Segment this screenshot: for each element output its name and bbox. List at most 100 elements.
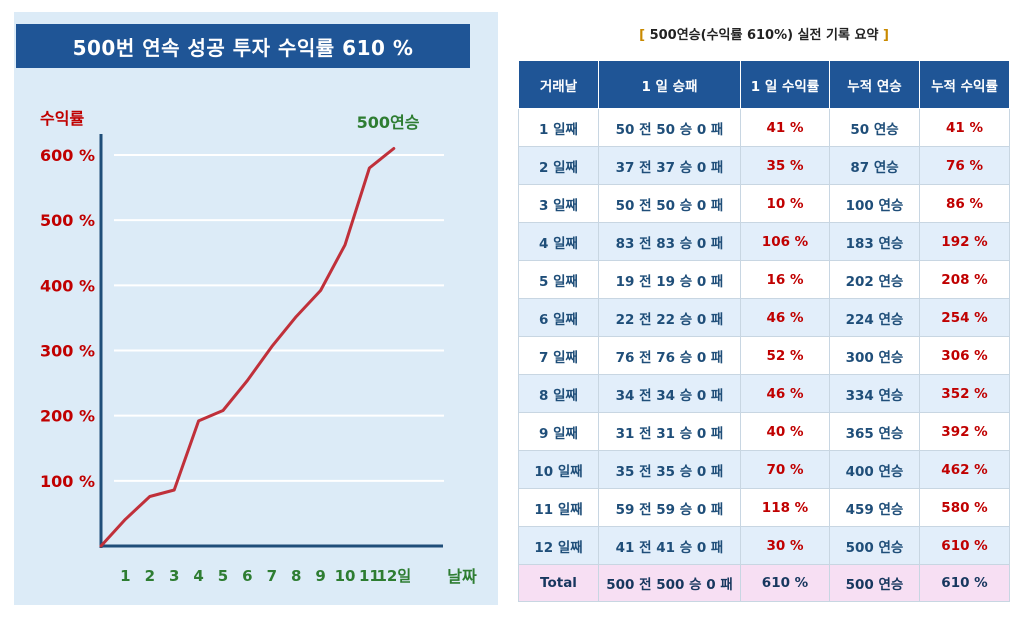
row-cumulative-return: 208 % [919,260,1010,299]
table-total-row: Total 500 전 500 승 0 패 610 % 500 연승 610 % [518,564,1010,602]
row-record: 35 전 35 승 0 패 [598,450,741,489]
x-tick-label: 5 [218,567,228,585]
line-chart: 100 %200 %300 %400 %500 %600 %1 2 3 4 5 6 7 8 9 1… [40,109,477,586]
x-tick-label: 10 [335,567,356,585]
row-streak: 459 연승 [829,488,920,527]
x-tick-label: 11 [359,567,380,585]
row-cumulative-return: 254 % [919,298,1010,337]
row-record: 22 전 22 승 0 패 [598,298,741,337]
row-daily-return: 30 % [740,526,830,565]
table-row: 9 일째 31 전 31 승 0 패 40 % 365 연승 392 % [518,412,1010,451]
caption-text: 500연승(수익률 610%) 실전 기록 요약 [649,28,879,43]
caption-close-bracket: ] [882,28,889,43]
row-cumulative-return: 41 % [919,108,1010,147]
record-table: 거래날 1 일 승패 1 일 수익률 누적 연승 누적 수익률 1 일째 50 전… [518,60,1010,602]
row-streak: 224 연승 [829,298,920,337]
row-record: 41 전 41 승 0 패 [598,526,741,565]
row-streak: 183 연승 [829,222,920,261]
x-tick-label: 4 [193,567,203,585]
x-axis-label: 날짜 [447,567,477,586]
row-cumulative-return: 192 % [919,222,1010,261]
table-row: 4 일째 83 전 83 승 0 패 106 % 183 연승 192 % [518,222,1010,261]
row-cumulative-return: 86 % [919,184,1010,223]
row-day: 10 일째 [518,450,599,489]
row-day: 11 일째 [518,488,599,527]
y-tick-label: 600 % [40,146,95,165]
row-record: 37 전 37 승 0 패 [598,146,741,185]
x-tick-label: 6 [242,567,252,585]
total-record: 500 전 500 승 0 패 [598,564,741,602]
series-line [99,147,396,548]
row-daily-return: 41 % [740,108,830,147]
row-record: 50 전 50 승 0 패 [598,108,741,147]
row-streak: 202 연승 [829,260,920,299]
x-tick-label: 2 [145,567,155,585]
record-summary-panel: [ 500연승(수익률 610%) 실전 기록 요약 ] 거래날 1 일 승패 … [518,24,1010,604]
row-cumulative-return: 306 % [919,336,1010,375]
y-tick-label: 200 % [40,407,95,426]
row-cumulative-return: 462 % [919,450,1010,489]
table-row: 12 일째 41 전 41 승 0 패 30 % 500 연승 610 % [518,526,1010,565]
row-cumulative-return: 580 % [919,488,1010,527]
y-tick-label: 300 % [40,342,95,361]
row-daily-return: 40 % [740,412,830,451]
row-streak: 300 연승 [829,336,920,375]
header-daily-record: 1 일 승패 [598,60,741,109]
x-tick-label: 1 [120,567,130,585]
header-cumulative-streak: 누적 연승 [829,60,920,109]
table-row: 8 일째 34 전 34 승 0 패 46 % 334 연승 352 % [518,374,1010,413]
row-daily-return: 35 % [740,146,830,185]
caption-open-bracket: [ [639,28,646,43]
row-daily-return: 46 % [740,374,830,413]
annotation-label: 500연승 [357,113,420,132]
table-row: 10 일째 35 전 35 승 0 패 70 % 400 연승 462 % [518,450,1010,489]
row-record: 50 전 50 승 0 패 [598,184,741,223]
table-body: 1 일째 50 전 50 승 0 패 41 % 50 연승 41 % 2 일째 37 전 3… [518,108,1010,602]
table-header-row: 거래날 1 일 승패 1 일 수익률 누적 연승 누적 수익률 [518,60,1010,109]
total-cumulative-return: 610 % [919,564,1010,602]
row-daily-return: 106 % [740,222,830,261]
total-daily-return: 610 % [740,564,830,602]
table-row: 5 일째 19 전 19 승 0 패 16 % 202 연승 208 % [518,260,1010,299]
table-row: 1 일째 50 전 50 승 0 패 41 % 50 연승 41 % [518,108,1010,147]
row-streak: 500 연승 [829,526,920,565]
x-tick-label: 7 [267,567,277,585]
header-daily-return: 1 일 수익률 [740,60,830,109]
y-axis-label: 수익률 [40,109,84,128]
row-record: 83 전 83 승 0 패 [598,222,741,261]
row-day: 6 일째 [518,298,599,337]
row-daily-return: 118 % [740,488,830,527]
row-streak: 50 연승 [829,108,920,147]
chart-panel [14,12,498,605]
row-cumulative-return: 352 % [919,374,1010,413]
table-row: 2 일째 37 전 37 승 0 패 35 % 87 연승 76 % [518,146,1010,185]
x-tick-label: 9 [315,567,325,585]
row-day: 1 일째 [518,108,599,147]
table-row: 11 일째 59 전 59 승 0 패 118 % 459 연승 580 % [518,488,1010,527]
row-streak: 100 연승 [829,184,920,223]
row-day: 8 일째 [518,374,599,413]
row-record: 59 전 59 승 0 패 [598,488,741,527]
row-streak: 400 연승 [829,450,920,489]
row-day: 12 일째 [518,526,599,565]
row-cumulative-return: 76 % [919,146,1010,185]
row-daily-return: 10 % [740,184,830,223]
row-cumulative-return: 392 % [919,412,1010,451]
y-tick-label: 100 % [40,472,95,491]
row-cumulative-return: 610 % [919,526,1010,565]
row-daily-return: 16 % [740,260,830,299]
row-record: 76 전 76 승 0 패 [598,336,741,375]
row-daily-return: 70 % [740,450,830,489]
y-tick-label: 500 % [40,211,95,230]
header-trade-day: 거래날 [518,60,599,109]
total-streak: 500 연승 [829,564,920,602]
row-daily-return: 46 % [740,298,830,337]
row-record: 31 전 31 승 0 패 [598,412,741,451]
row-record: 19 전 19 승 0 패 [598,260,741,299]
x-tick-label: 3 [169,567,179,585]
row-streak: 87 연승 [829,146,920,185]
row-streak: 365 연승 [829,412,920,451]
total-label: Total [518,564,599,602]
row-record: 34 전 34 승 0 패 [598,374,741,413]
y-tick-label: 400 % [40,276,95,295]
